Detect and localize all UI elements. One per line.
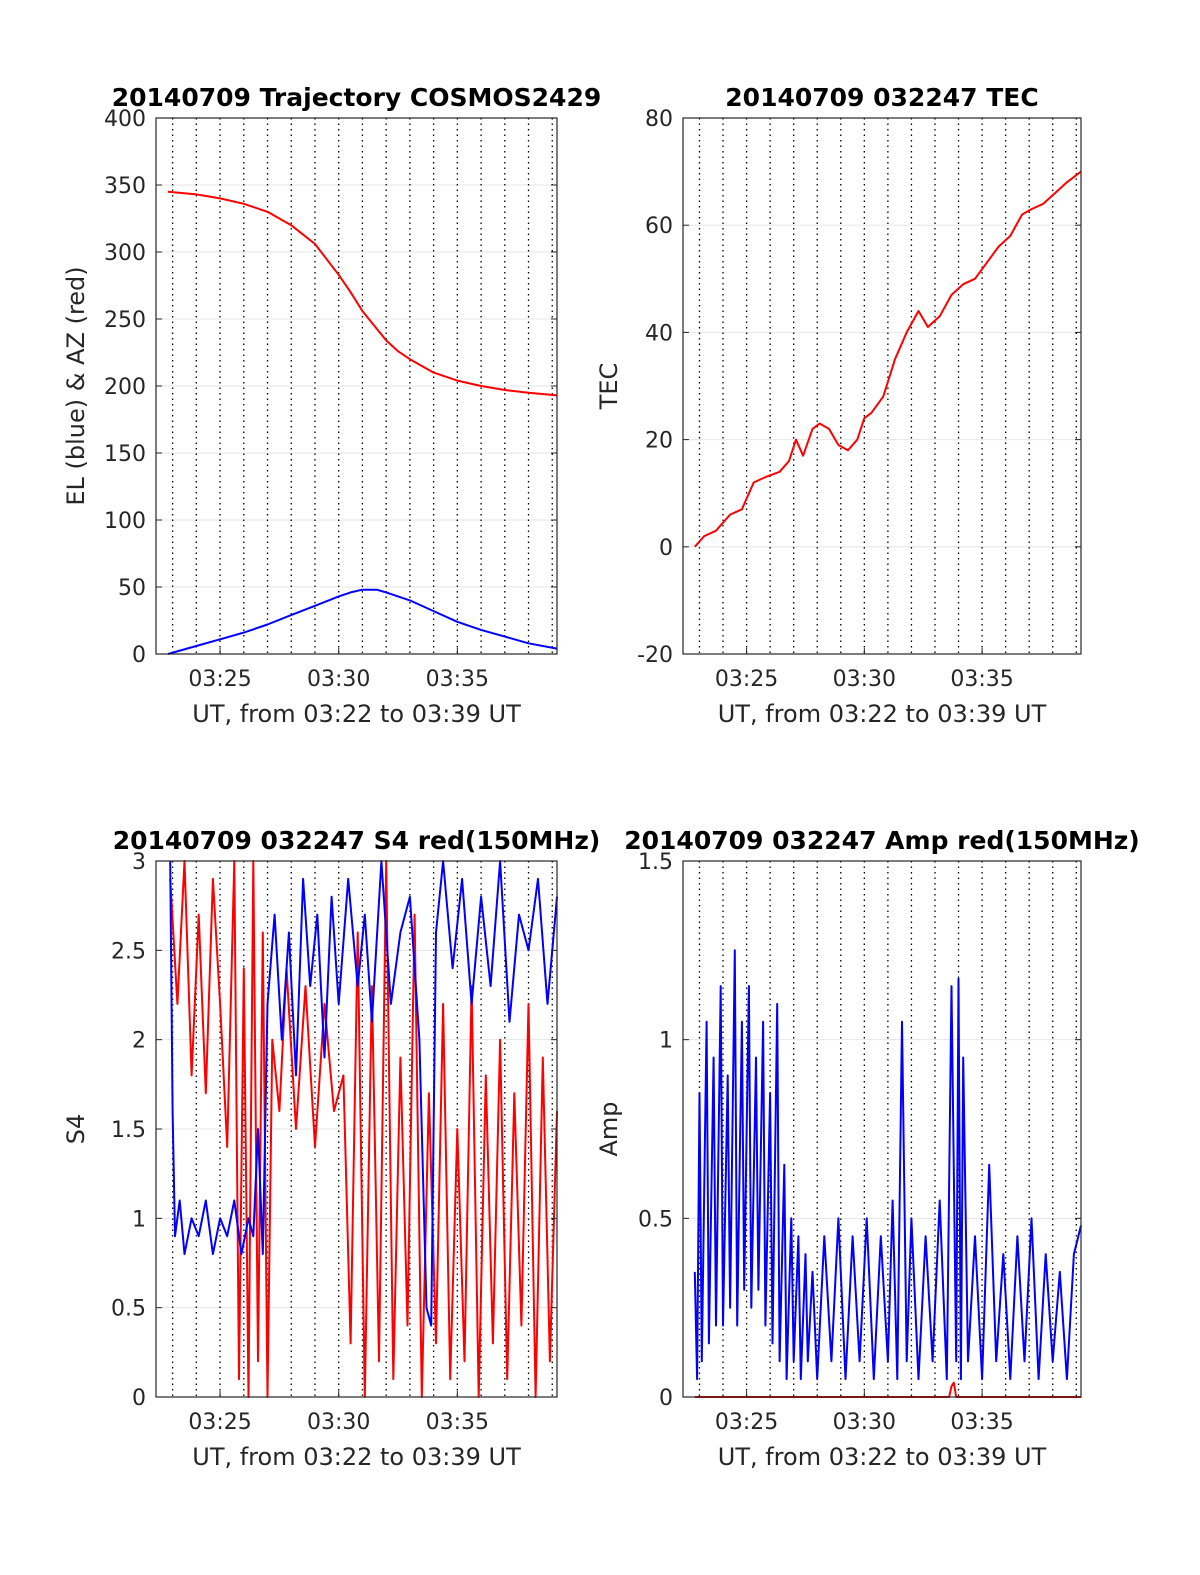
y-tick-label: 200 — [104, 375, 146, 400]
y-tick-label: 0.5 — [111, 1297, 146, 1322]
y-tick-label: 0 — [659, 1386, 673, 1411]
y-tick-label: 150 — [104, 442, 146, 467]
y-tick-label: 1.5 — [638, 850, 673, 875]
x-axis-label: UT, from 03:22 to 03:39 UT — [192, 700, 521, 728]
y-tick-label: 400 — [104, 107, 146, 132]
y-tick-label: 0.5 — [638, 1207, 673, 1232]
y-tick-label: 2 — [132, 1029, 146, 1054]
chart-tec: -20 0 20 40 60 80 03:25 03:30 03:35 20140709 0322… — [595, 83, 1082, 728]
y-tick-label: 3 — [132, 850, 146, 875]
y-tick-label: 1 — [132, 1207, 146, 1232]
y-axis-label: EL (blue) & AZ (red) — [62, 266, 90, 505]
y-tick-label: 40 — [645, 321, 673, 346]
x-tick-label: 03:30 — [833, 1410, 896, 1435]
x-tick-label: 03:25 — [715, 667, 778, 692]
y-tick-label: 100 — [104, 509, 146, 534]
x-axis-label: UT, from 03:22 to 03:39 UT — [718, 700, 1047, 728]
chart-title: 20140709 Trajectory COSMOS2429 — [112, 83, 602, 112]
chart-s4: 0 0.5 1 1.5 2 2.5 3 03:25 03:30 03:35 20140709 032… — [62, 826, 600, 1471]
y-axis-label: S4 — [62, 1114, 90, 1145]
y-tick-label: 250 — [104, 308, 146, 333]
y-tick-label: 300 — [104, 241, 146, 266]
y-tick-label: 2.5 — [111, 939, 146, 964]
series-line-0 — [167, 190, 558, 397]
y-tick-label: -20 — [637, 643, 673, 668]
y-axis-label: Amp — [595, 1101, 623, 1156]
y-tick-label: 60 — [645, 214, 673, 239]
series-line-1 — [169, 860, 558, 1327]
chart-amp: 0 0.5 1 1.5 03:25 03:30 03:35 20140709 032247 A… — [595, 826, 1140, 1471]
x-axis-label: UT, from 03:22 to 03:39 UT — [718, 1443, 1047, 1471]
y-tick-label: 1.5 — [111, 1118, 146, 1143]
chart-trajectory: 0 50 100 150 200 250 300 350 400 03:25 03:30 03:35 2… — [62, 83, 601, 728]
series-line-0 — [694, 170, 1082, 548]
y-tick-label: 350 — [104, 174, 146, 199]
x-tick-label: 03:35 — [426, 1410, 489, 1435]
chart-title: 20140709 032247 S4 red(150MHz) — [113, 826, 601, 855]
chart-title: 20140709 032247 Amp red(150MHz) — [624, 826, 1140, 855]
series-line-0 — [169, 860, 558, 1398]
y-tick-label: 0 — [132, 643, 146, 668]
x-tick-label: 03:35 — [950, 667, 1013, 692]
y-tick-label: 1 — [659, 1029, 673, 1054]
x-tick-label: 03:30 — [833, 667, 896, 692]
y-tick-label: 80 — [645, 107, 673, 132]
chart-title: 20140709 032247 TEC — [725, 83, 1038, 112]
x-axis-label: UT, from 03:22 to 03:39 UT — [192, 1443, 521, 1471]
series-line-1 — [693, 949, 1082, 1381]
y-axis-label: TEC — [595, 363, 623, 411]
x-tick-label: 03:30 — [307, 667, 370, 692]
x-tick-label: 03:25 — [188, 1410, 251, 1435]
x-tick-label: 03:35 — [426, 667, 489, 692]
y-tick-label: 0 — [659, 536, 673, 561]
axes-box — [682, 860, 1082, 1398]
series-line-1 — [167, 588, 558, 655]
y-tick-label: 0 — [132, 1386, 146, 1411]
axes-box — [682, 117, 1082, 655]
x-tick-label: 03:30 — [307, 1410, 370, 1435]
y-tick-label: 20 — [645, 429, 673, 454]
x-tick-label: 03:25 — [188, 667, 251, 692]
x-tick-label: 03:25 — [715, 1410, 778, 1435]
x-tick-label: 03:35 — [950, 1410, 1013, 1435]
y-tick-label: 50 — [118, 576, 146, 601]
